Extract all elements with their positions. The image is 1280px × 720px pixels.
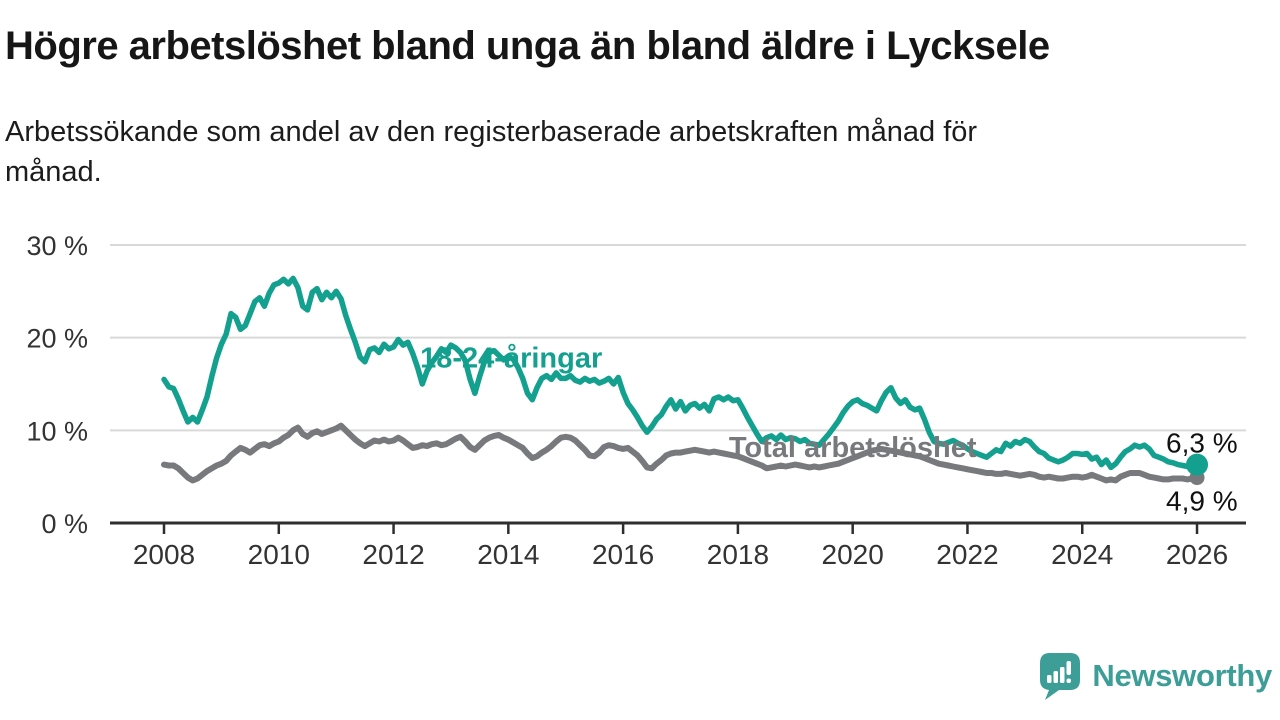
series-line-young	[161, 275, 1200, 471]
y-tick-label: 10 %	[26, 416, 88, 446]
chart-title: Högre arbetslöshet bland unga än bland ä…	[5, 24, 1050, 68]
y-tick-label: 0 %	[41, 509, 88, 539]
newsworthy-icon	[1040, 653, 1081, 700]
chart-subtitle-line1: Arbetssökande som andel av den registerb…	[5, 116, 978, 148]
series-label-total: Total arbetslöshet	[729, 432, 977, 464]
x-tick-label: 2024	[1051, 539, 1113, 570]
series-endpoint-young	[1186, 453, 1209, 476]
y-tick-label: 30 %	[26, 231, 88, 261]
x-tick-label: 2016	[592, 539, 654, 570]
line-chart: 0 % 10 % 20 % 30 % 2008 2010 2012 2014 2016 2018 2…	[26, 231, 1246, 570]
newsworthy-logo: Newsworthy	[1038, 650, 1272, 702]
x-tick-label: 2008	[133, 539, 195, 570]
x-tick-label: 2020	[822, 539, 884, 570]
x-tick-label: 2012	[362, 539, 424, 570]
x-tick-label: 2018	[707, 539, 769, 570]
end-value-label-total: 4,9 %	[1166, 486, 1238, 517]
x-tick-label: 2026	[1166, 539, 1228, 570]
x-tick-label: 2010	[248, 539, 310, 570]
chart-subtitle: Arbetssökande som andel av den registerb…	[5, 112, 1205, 192]
end-value-label-young: 6,3 %	[1166, 428, 1238, 459]
newsworthy-wordmark: Newsworthy	[1092, 658, 1272, 693]
series-label-young: 18-24-åringar	[420, 342, 602, 374]
y-tick-label: 20 %	[26, 324, 88, 354]
x-tick-label: 2014	[477, 539, 539, 570]
x-tick-label: 2022	[936, 539, 998, 570]
chart-subtitle-line2: månad.	[5, 156, 102, 188]
series-line-total	[161, 422, 1200, 484]
